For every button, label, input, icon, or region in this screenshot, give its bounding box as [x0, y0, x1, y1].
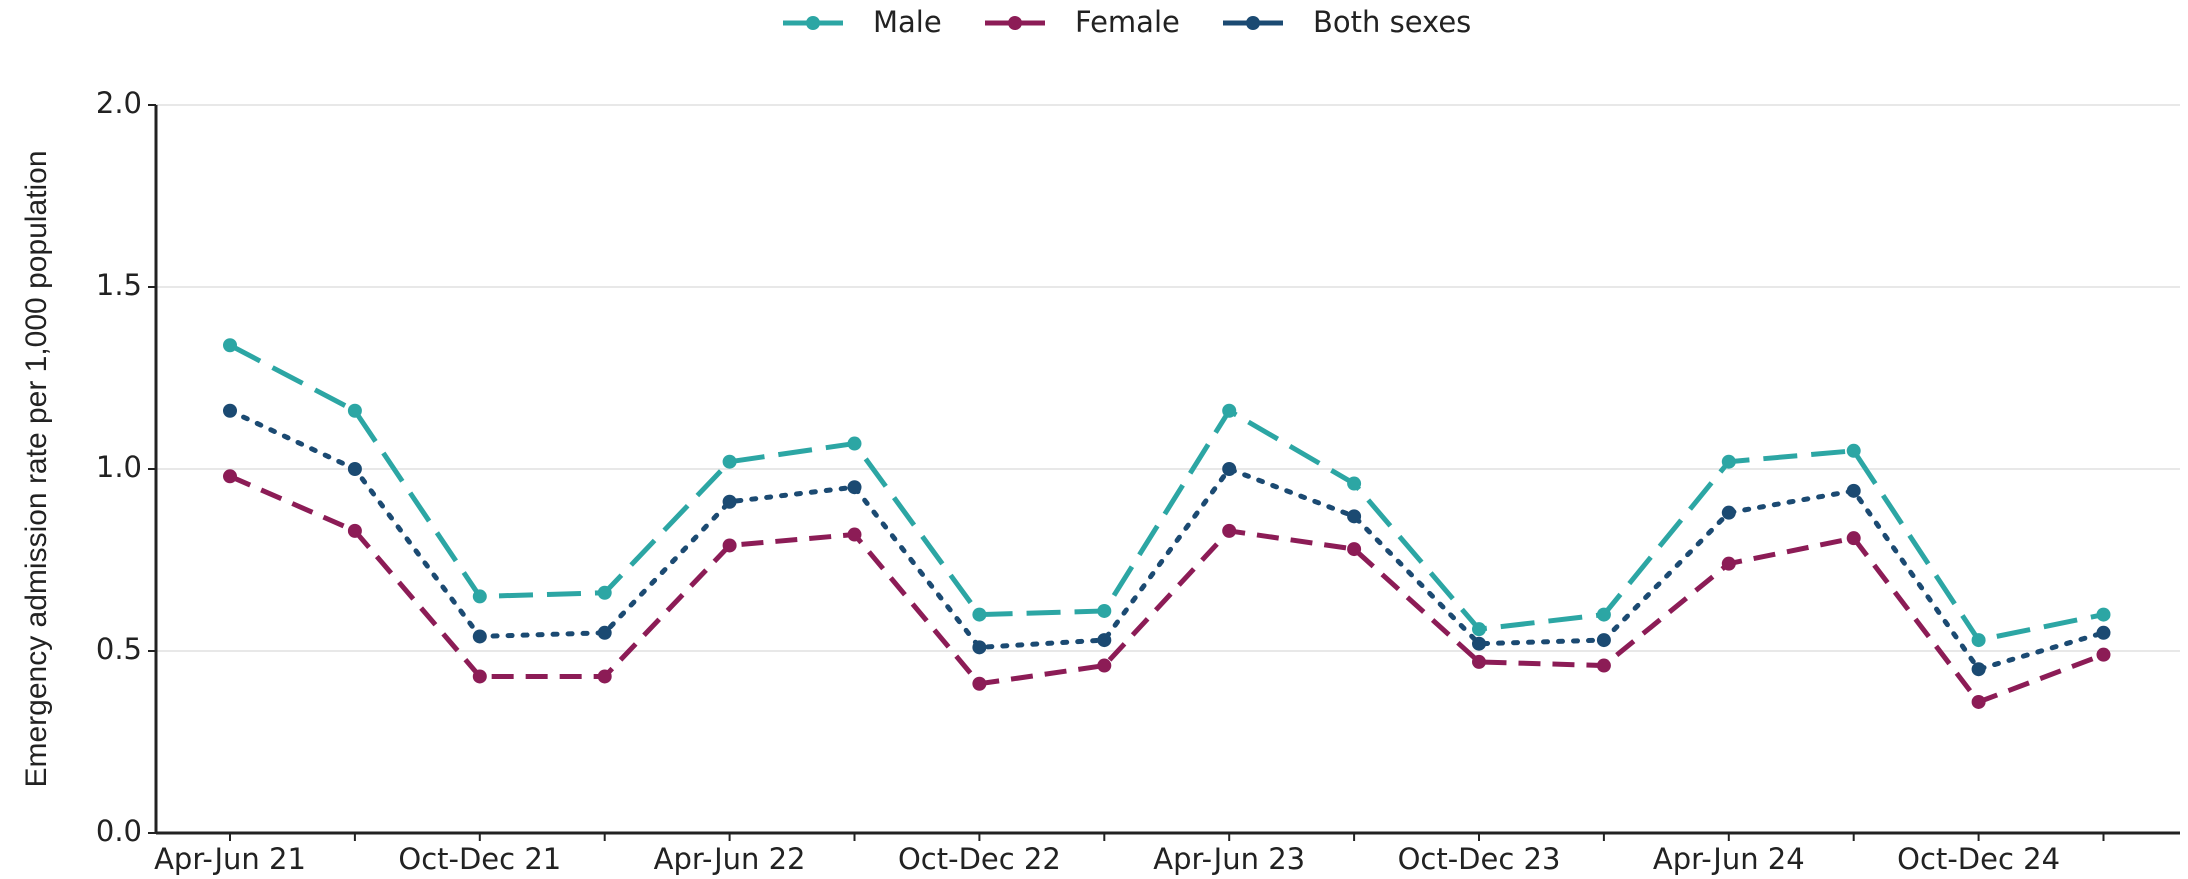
x-tick-label: Apr-Jun 24	[1653, 842, 1805, 876]
point	[972, 676, 987, 691]
point	[2096, 625, 2111, 640]
y-axis-label: Emergency admission rate per 1,000 popul…	[20, 150, 53, 787]
point	[472, 589, 487, 604]
point	[847, 436, 862, 451]
point	[1846, 443, 1861, 458]
point	[1721, 454, 1736, 469]
point	[1347, 476, 1362, 491]
point	[347, 462, 362, 476]
point	[347, 523, 362, 538]
y-tick-label: 0.0	[96, 814, 142, 848]
x-tick-label: Oct-Dec 22	[898, 842, 1061, 876]
point	[1596, 633, 1611, 648]
x-tick-label: Apr-Jun 23	[1153, 842, 1305, 876]
point	[472, 669, 487, 684]
point	[1347, 509, 1362, 524]
point	[722, 454, 737, 469]
x-tick-label: Oct-Dec 23	[1398, 842, 1561, 876]
y-tick-label: 1.0	[96, 450, 142, 484]
x-tick-label: Oct-Dec 24	[1897, 842, 2060, 876]
point	[1971, 633, 1986, 648]
point	[1472, 622, 1486, 637]
point	[1222, 462, 1237, 476]
point	[972, 607, 987, 622]
point	[472, 629, 487, 644]
point	[223, 338, 237, 353]
point	[722, 494, 737, 509]
point	[1097, 658, 1112, 673]
y-tick-label: 0.5	[96, 632, 142, 666]
point	[1097, 603, 1112, 618]
legend-marker	[806, 16, 820, 30]
point	[1971, 694, 1986, 709]
x-tick-label: Oct-Dec 21	[398, 842, 561, 876]
point	[1721, 556, 1736, 571]
point	[1472, 636, 1486, 651]
point	[597, 669, 612, 684]
point	[597, 625, 612, 640]
point	[2096, 647, 2111, 662]
point	[1347, 542, 1362, 557]
point	[1846, 483, 1861, 498]
point	[1097, 633, 1112, 648]
point	[972, 640, 987, 655]
legend-label: Male	[873, 5, 942, 39]
legend-label: Female	[1075, 5, 1180, 39]
point	[223, 403, 237, 418]
legend-marker	[1008, 16, 1022, 30]
y-tick-label: 2.0	[96, 86, 142, 120]
point	[347, 403, 362, 418]
line-2	[227, 408, 2106, 673]
line-0	[228, 343, 2104, 643]
legend-label: Both sexes	[1313, 5, 1471, 39]
point	[722, 538, 737, 553]
point	[2096, 607, 2111, 622]
point	[1721, 505, 1736, 520]
point	[223, 469, 237, 484]
legend-marker	[1246, 16, 1260, 30]
point	[1596, 607, 1611, 622]
point	[597, 585, 612, 600]
point	[1596, 658, 1611, 673]
point	[1971, 662, 1986, 677]
point	[1846, 531, 1861, 546]
point	[847, 527, 862, 542]
x-tick-label: Apr-Jun 22	[654, 842, 806, 876]
point	[1222, 403, 1237, 418]
line-1	[228, 473, 2105, 705]
point	[1472, 654, 1486, 669]
y-tick-label: 1.5	[96, 268, 142, 302]
point	[847, 480, 862, 495]
x-tick-label: Apr-Jun 21	[154, 842, 306, 876]
point	[1222, 523, 1237, 538]
